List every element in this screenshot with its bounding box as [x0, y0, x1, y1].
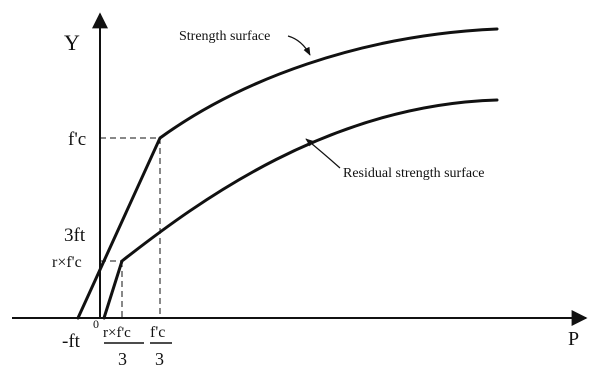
- y-axis-label: Y: [64, 30, 80, 55]
- y-tick-3ft: 3ft: [64, 225, 86, 246]
- strength-surface-curve: [76, 27, 499, 320]
- residual-strength-surface-curve: [102, 98, 499, 320]
- x-tick-fc-over-3-numerator: f'c: [150, 324, 165, 341]
- origin-label: 0: [93, 317, 99, 331]
- x-tick-r-fc-over-3-denominator: 3: [118, 349, 127, 369]
- x-tick-minus-ft: -ft: [62, 331, 81, 352]
- y-tick-r-fc: r×f'c: [52, 254, 82, 271]
- x-tick-r-fc-over-3-numerator: r×f'c: [103, 325, 131, 341]
- x-axis-label: P: [568, 328, 579, 350]
- residual-surface-label: Residual strength surface: [343, 166, 485, 181]
- strength-surface-label: Strength surface: [179, 29, 270, 44]
- x-tick-fc-over-3-denominator: 3: [155, 349, 164, 369]
- strength-surface-leader: [287, 35, 311, 56]
- residual-surface-leader: [305, 138, 341, 169]
- y-tick-fc: f'c: [68, 129, 86, 150]
